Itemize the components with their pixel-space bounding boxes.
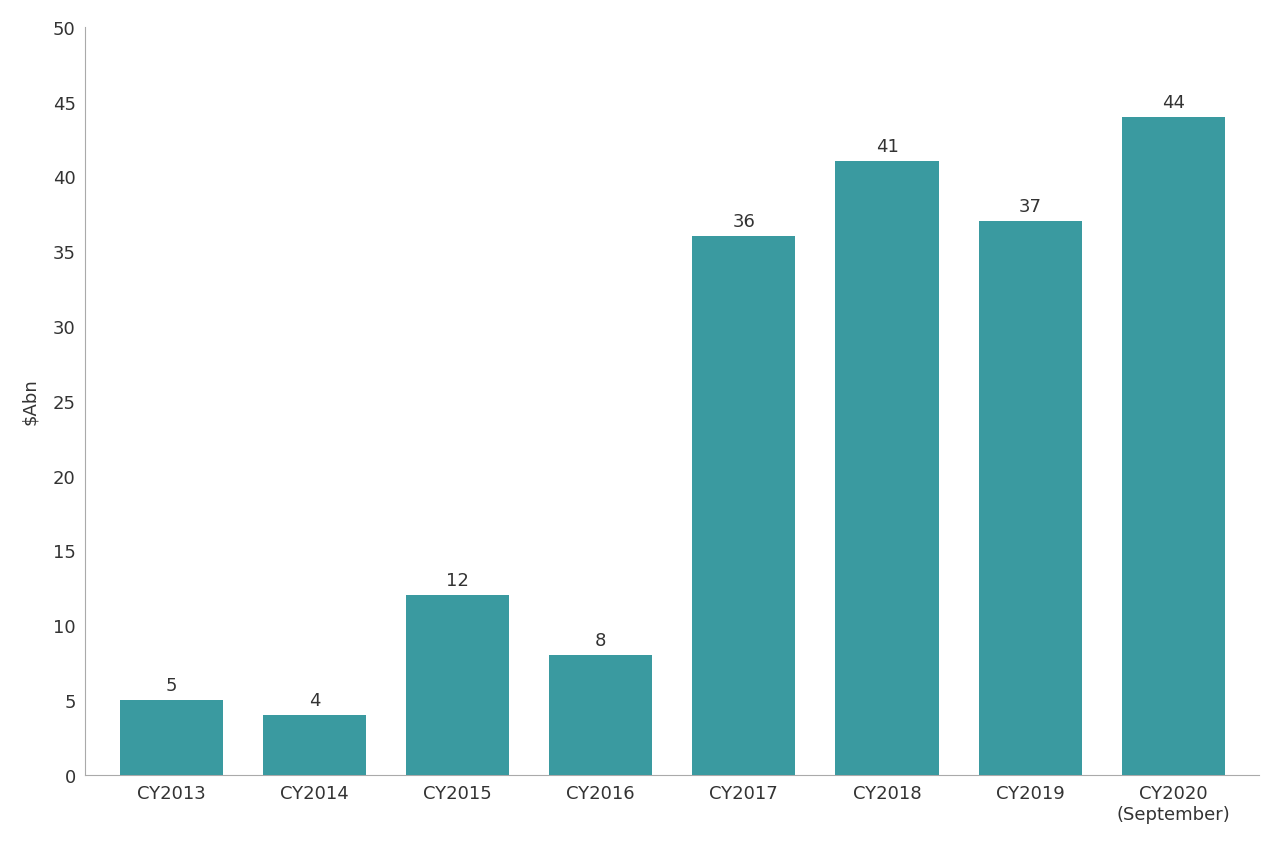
Text: 4: 4 [308,691,320,709]
Bar [120,700,223,775]
Y-axis label: $Abn: $Abn [20,378,38,425]
Text: 37: 37 [1019,198,1042,216]
Text: 5: 5 [165,676,177,694]
Bar [262,715,366,775]
Bar [979,222,1082,775]
Text: 44: 44 [1162,94,1185,111]
Text: 12: 12 [447,571,468,589]
Text: 8: 8 [595,631,607,649]
Bar [836,162,938,775]
Text: 41: 41 [876,138,899,156]
Bar [406,596,509,775]
Bar [692,237,795,775]
Text: 36: 36 [732,213,755,231]
Bar [1121,117,1225,775]
Bar [549,655,653,775]
